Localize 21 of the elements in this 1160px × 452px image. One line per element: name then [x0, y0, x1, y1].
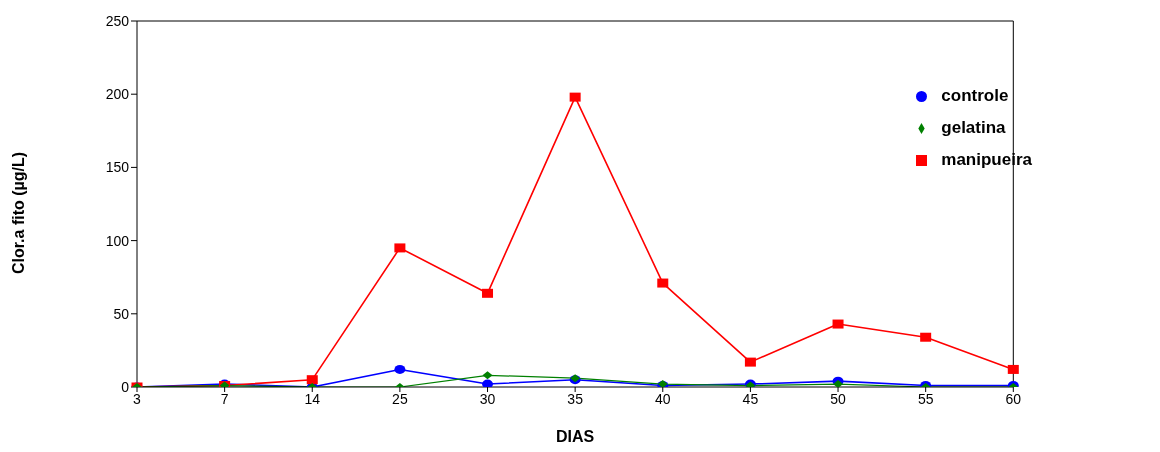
x-tick-label: 14 [304, 390, 321, 407]
legend-label: controle [941, 86, 1009, 105]
y-tick-label: 0 [121, 378, 130, 395]
x-tick-label: 25 [392, 390, 408, 407]
x-tick-label: 7 [220, 390, 229, 407]
y-tick-label: 250 [105, 12, 130, 29]
y-tick-label: 150 [105, 159, 130, 176]
x-tick-label: 35 [567, 390, 584, 407]
x-tick-label: 3 [133, 390, 142, 407]
y-axis-title: Clor.a fito (µg/L) [9, 151, 27, 274]
y-tick-label: 100 [105, 232, 130, 249]
x-tick-label: 45 [742, 390, 759, 407]
x-tick-label: 55 [917, 390, 934, 407]
x-tick-label: 30 [479, 390, 496, 407]
y-tick-label: 50 [113, 305, 130, 322]
x-tick-label: 60 [1005, 390, 1022, 407]
x-axis-title: DIAS [556, 428, 595, 445]
y-tick-label: 200 [105, 86, 130, 103]
legend-label: gelatina [941, 118, 1006, 137]
x-tick-label: 40 [654, 390, 671, 407]
x-tick-label: 50 [830, 390, 847, 407]
